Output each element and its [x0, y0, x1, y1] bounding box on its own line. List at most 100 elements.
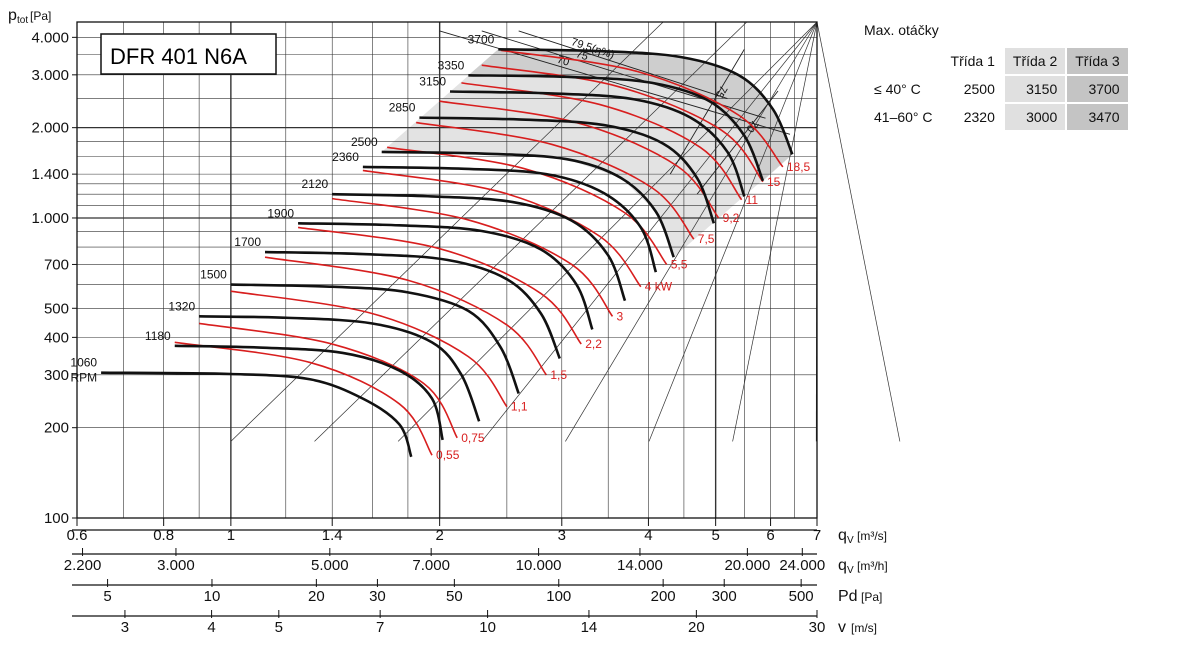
power-curve	[199, 322, 458, 439]
x-tick-label: 10.000	[516, 557, 562, 574]
speed-curve	[101, 371, 413, 458]
x-tick-label: 0.6	[67, 527, 88, 544]
y-tick-label: 700	[44, 256, 69, 273]
power-curve-label: 18,5	[787, 160, 811, 174]
x-tick-label: 20.000	[724, 557, 770, 574]
power-curve-label: 1,5	[550, 368, 567, 382]
x-tick-label: 6	[766, 527, 774, 544]
power-curve-label: 1,1	[511, 400, 528, 414]
system-line	[481, 21, 818, 442]
y-tick-label: 100	[44, 510, 69, 527]
x-axis-label: q	[838, 527, 847, 544]
row-label: ≤ 40° C	[874, 81, 921, 97]
x-tick-label: 10	[204, 588, 221, 605]
x-tick-label: 14	[581, 619, 598, 636]
speed-curve	[498, 47, 794, 155]
x-tick-label: 20	[688, 619, 705, 636]
power-curve-label: 9,2	[723, 211, 740, 225]
axes: 100 200 300 400 500 700 1.000 1.400 2.000 3.000 4.…	[8, 7, 888, 636]
x-tick-label: 500	[789, 588, 814, 605]
x-axis-label: Pd	[838, 588, 858, 605]
x-tick-label: 0.8	[153, 527, 174, 544]
y-tick-label: 500	[44, 300, 69, 317]
y-tick-label: 1.400	[31, 166, 69, 183]
system-line	[397, 21, 818, 442]
power-curve-label: 7,5	[698, 232, 715, 246]
speed-curve	[199, 315, 481, 422]
x-axis-unit: [m/s]	[851, 621, 877, 635]
speed-curve	[264, 250, 561, 360]
power-curve-label: 11	[746, 193, 759, 207]
system-line	[816, 21, 901, 442]
x-tick-label: 14.000	[617, 557, 663, 574]
x-tick-label: 20	[308, 588, 325, 605]
x-axis-label: q	[838, 557, 847, 574]
cell-class-3: 3470	[1067, 104, 1128, 130]
efficiency-line	[669, 49, 745, 175]
power-curve-label: 5,5	[671, 257, 688, 271]
x-tick-label: 7	[813, 527, 821, 544]
power-curves: 0,550,75 1,1 1,5 2,2 3 4 kW 5,5 7,5 9,2 11 15 18,5	[174, 49, 811, 462]
cell-class-1: 2320	[963, 109, 995, 125]
x-tick-label: 4	[644, 527, 652, 544]
efficiency-label: 75	[713, 83, 730, 100]
speed-curve	[381, 150, 675, 258]
x-tick-label: 30	[369, 588, 386, 605]
speed-curve-label: 1900	[267, 206, 294, 220]
y-tick-label: 400	[44, 329, 69, 346]
x-tick-label: 5	[275, 619, 283, 636]
header-class-2: Třída 2	[1004, 48, 1066, 74]
system-line	[314, 21, 748, 442]
x-tick-label: 5	[103, 588, 111, 605]
table-header-row: Třída 1 Třída 2 Třída 3	[860, 48, 1128, 74]
speed-curve	[468, 73, 765, 182]
shaded-region-dark	[468, 49, 793, 181]
table-row: ≤ 40° C 2500 3150 3700	[860, 76, 1128, 102]
speed-curve	[174, 344, 444, 441]
x-axis-unit: [m³/h]	[857, 559, 888, 573]
x-tick-label: 2.200	[64, 557, 102, 574]
speed-curve	[332, 192, 627, 302]
row-label: 41–60° C	[874, 109, 933, 125]
x-axis-unit: [m³/s]	[857, 529, 887, 543]
x-tick-label: 5	[711, 527, 719, 544]
header-class-3: Třída 3	[1067, 48, 1128, 74]
max-rpm-title: Max. otáčky	[864, 22, 939, 38]
power-curve	[362, 169, 642, 288]
table-row: 41–60° C 2320 3000 3470	[860, 104, 1128, 130]
max-rpm-grid: Třída 1 Třída 2 Třída 3 ≤ 40° C 2500 315…	[858, 46, 1130, 132]
system-line	[648, 21, 818, 442]
x-tick-label: 4	[207, 619, 215, 636]
x-tick-label: 200	[651, 588, 676, 605]
x-axis-label-sub: V	[847, 535, 854, 546]
y-axis-label: p	[8, 7, 17, 24]
header-class-1: Třída 1	[950, 53, 995, 69]
power-curve	[230, 290, 508, 408]
speed-curve-label: 2500	[351, 135, 378, 149]
x-tick-label: 1.4	[322, 527, 343, 544]
x-tick-label: 10	[479, 619, 496, 636]
power-curve-label: 2,2	[585, 337, 602, 351]
efficiency-line	[696, 90, 779, 195]
power-curve-label: 15	[767, 175, 781, 189]
power-curve-label: 3	[616, 309, 623, 323]
power-curve	[481, 64, 764, 183]
speed-curve-label: 3150	[419, 74, 446, 88]
power-curve	[439, 100, 720, 219]
power-curve	[461, 82, 743, 201]
speed-curve-label: 2850	[389, 101, 416, 115]
speed-curve-label: 3350	[438, 58, 465, 72]
speed-curve-label: 1060	[70, 356, 97, 370]
x-axis-unit: [Pa]	[861, 590, 882, 604]
cell-class-3: 3700	[1067, 76, 1128, 102]
power-curve	[500, 49, 784, 168]
speed-curve-label: 2360	[332, 150, 359, 164]
y-tick-label: 3.000	[31, 67, 69, 84]
system-line	[230, 21, 664, 442]
power-curve	[297, 226, 582, 345]
speed-curve-unit: RPM	[70, 371, 97, 385]
speed-curve-label: 3700	[468, 32, 495, 46]
system-line	[565, 21, 818, 442]
shaded-region-light	[381, 49, 793, 258]
